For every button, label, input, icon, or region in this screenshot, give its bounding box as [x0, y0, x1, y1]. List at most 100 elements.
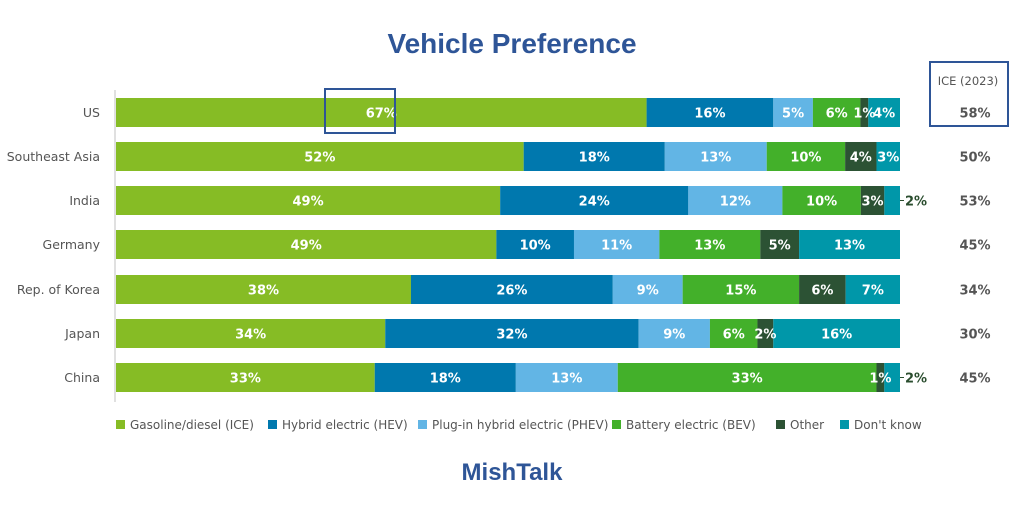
- data-label-rep-of-korea-battery-electric-bev: 15%: [725, 284, 756, 299]
- bar-segment-india-plug-in-hybrid-electric-phev: [688, 186, 783, 215]
- data-label-china-plug-in-hybrid-electric-phev: 13%: [551, 372, 582, 387]
- bar-segment-germany-hybrid-electric-hev: [496, 230, 574, 259]
- data-label-germany-hybrid-electric-hev: 10%: [520, 239, 551, 254]
- legend-label-battery-electric-bev: Battery electric (BEV): [626, 418, 756, 432]
- bar-segment-india-hybrid-electric-hev: [500, 186, 689, 215]
- legend: Gasoline/diesel (ICE) Hybrid electric (HE…: [116, 418, 922, 432]
- data-label-us-gasoline-diesel-ice: 67%: [366, 107, 397, 122]
- category-label-india: India: [69, 193, 100, 208]
- bar-segment-us-gasoline-diesel-ice: [116, 98, 647, 127]
- legend-label-other: Other: [790, 418, 824, 432]
- data-label-china-gasoline-diesel-ice: 33%: [230, 372, 261, 387]
- bar-segment-southeast-asia-don-t-know: [876, 142, 900, 171]
- chart-title: Vehicle Preference: [387, 28, 637, 59]
- bar-segment-china-hybrid-electric-hev: [374, 363, 516, 392]
- footer-brand: MishTalk: [461, 459, 563, 486]
- bar-segment-china-other: [876, 363, 885, 392]
- legend-label-gasoline-diesel-ice: Gasoline/diesel (ICE): [130, 418, 254, 432]
- data-label-southeast-asia-gasoline-diesel-ice: 52%: [304, 151, 335, 166]
- ice-2023-value-india: 53%: [959, 195, 990, 210]
- data-label-china-hybrid-electric-hev: 18%: [430, 372, 461, 387]
- data-label-rep-of-korea-plug-in-hybrid-electric-phev: 9%: [637, 284, 659, 299]
- data-label-southeast-asia-battery-electric-bev: 10%: [790, 151, 821, 166]
- legend-label-don-t-know: Don't know: [854, 418, 922, 432]
- data-label-germany-other: 5%: [769, 239, 791, 254]
- data-label-germany-gasoline-diesel-ice: 49%: [291, 239, 322, 254]
- bar-segment-rep-of-korea-don-t-know: [845, 275, 900, 304]
- legend-swatch-don-t-know: [840, 420, 849, 429]
- bar-segment-us-plug-in-hybrid-electric-phev: [773, 98, 813, 127]
- category-label-rep-of-korea: Rep. of Korea: [17, 282, 100, 297]
- data-label-japan-don-t-know: 16%: [821, 328, 852, 343]
- bar-segment-rep-of-korea-gasoline-diesel-ice: [116, 275, 411, 304]
- data-label-us-other: 1%: [853, 107, 875, 122]
- bar-segment-india-gasoline-diesel-ice: [116, 186, 501, 215]
- data-label-japan-gasoline-diesel-ice: 34%: [235, 328, 266, 343]
- ice-2023-value-southeast-asia: 50%: [959, 151, 990, 166]
- bar-segment-china-don-t-know: [884, 363, 900, 392]
- bar-segment-japan-other: [757, 319, 774, 348]
- data-label-us-don-t-know: 4%: [873, 107, 895, 122]
- bar-segment-china-gasoline-diesel-ice: [116, 363, 375, 392]
- legend-swatch-hybrid-electric-hev: [268, 420, 277, 429]
- category-label-us: US: [83, 105, 100, 120]
- data-label-japan-hybrid-electric-hev: 32%: [496, 328, 527, 343]
- data-label-us-plug-in-hybrid-electric-phev: 5%: [782, 107, 804, 122]
- bar-segment-japan-plug-in-hybrid-electric-phev: [638, 319, 710, 348]
- data-label-india-don-t-know: 2%: [905, 195, 927, 210]
- data-label-southeast-asia-don-t-know: 3%: [877, 151, 899, 166]
- data-label-china-other: 1%: [869, 372, 891, 387]
- data-label-germany-plug-in-hybrid-electric-phev: 11%: [601, 239, 632, 254]
- ice-2023-value-us: 58%: [959, 107, 990, 122]
- bar-segment-southeast-asia-other: [845, 142, 877, 171]
- legend-label-plug-in-hybrid-electric-phev: Plug-in hybrid electric (PHEV): [432, 418, 608, 432]
- ice-2023-value-germany: 45%: [959, 239, 990, 254]
- annotation-boxes: [324, 61, 1009, 134]
- data-label-japan-battery-electric-bev: 6%: [723, 328, 745, 343]
- legend-label-hybrid-electric-hev: Hybrid electric (HEV): [282, 418, 408, 432]
- bar-segment-germany-other: [760, 230, 800, 259]
- bar-segment-rep-of-korea-battery-electric-bev: [682, 275, 800, 304]
- bar-segment-southeast-asia-plug-in-hybrid-electric-phev: [664, 142, 767, 171]
- data-label-rep-of-korea-don-t-know: 7%: [862, 284, 884, 299]
- legend-swatch-other: [776, 420, 785, 429]
- bar-segment-germany-battery-electric-bev: [659, 230, 761, 259]
- bar-segment-us-battery-electric-bev: [812, 98, 861, 127]
- highlight-box-ice-2023: [929, 61, 1009, 127]
- bar-segment-germany-plug-in-hybrid-electric-phev: [573, 230, 660, 259]
- data-label-india-battery-electric-bev: 10%: [806, 195, 837, 210]
- segment-labels: 67% 16% 5% 6% 1%4%52% 18% 13% 10% 4% 3%49% 24% 12% 1…: [230, 107, 927, 387]
- bar-segment-rep-of-korea-hybrid-electric-hev: [410, 275, 613, 304]
- bar-segment-japan-hybrid-electric-hev: [385, 319, 639, 348]
- data-label-india-hybrid-electric-hev: 24%: [579, 195, 610, 210]
- bar-segment-southeast-asia-gasoline-diesel-ice: [116, 142, 524, 171]
- bar-segment-india-battery-electric-bev: [782, 186, 861, 215]
- data-label-japan-other: 2%: [754, 328, 776, 343]
- data-label-rep-of-korea-gasoline-diesel-ice: 38%: [248, 284, 279, 299]
- data-label-us-battery-electric-bev: 6%: [826, 107, 848, 122]
- data-label-china-battery-electric-bev: 33%: [732, 372, 763, 387]
- data-label-india-plug-in-hybrid-electric-phev: 12%: [720, 195, 751, 210]
- data-label-us-hybrid-electric-hev: 16%: [694, 107, 725, 122]
- category-label-germany: Germany: [43, 237, 101, 252]
- bar-segment-japan-don-t-know: [773, 319, 900, 348]
- legend-swatch-battery-electric-bev: [612, 420, 621, 429]
- bar-segment-rep-of-korea-other: [799, 275, 846, 304]
- bar-segment-india-don-t-know: [884, 186, 900, 215]
- data-label-india-gasoline-diesel-ice: 49%: [293, 195, 324, 210]
- data-label-china-don-t-know: 2%: [905, 372, 927, 387]
- data-label-southeast-asia-plug-in-hybrid-electric-phev: 13%: [700, 151, 731, 166]
- bar-segment-us-other: [860, 98, 869, 127]
- ice-2023-column: ICE (2023) 58% 50% 53% 45% 34% 30% 45%: [938, 74, 999, 387]
- data-label-southeast-asia-other: 4%: [850, 151, 872, 166]
- data-label-japan-plug-in-hybrid-electric-phev: 9%: [663, 328, 685, 343]
- bar-segment-germany-don-t-know: [799, 230, 900, 259]
- bar-segment-southeast-asia-battery-electric-bev: [766, 142, 846, 171]
- data-label-rep-of-korea-other: 6%: [811, 284, 833, 299]
- data-label-india-other: 3%: [862, 195, 884, 210]
- data-label-southeast-asia-hybrid-electric-hev: 18%: [579, 151, 610, 166]
- category-labels: US Southeast Asia India Germany Rep. of Kore…: [7, 105, 101, 385]
- legend-swatch-gasoline-diesel-ice: [116, 420, 125, 429]
- ice-2023-value-china: 45%: [959, 372, 990, 387]
- category-label-japan: Japan: [64, 326, 100, 341]
